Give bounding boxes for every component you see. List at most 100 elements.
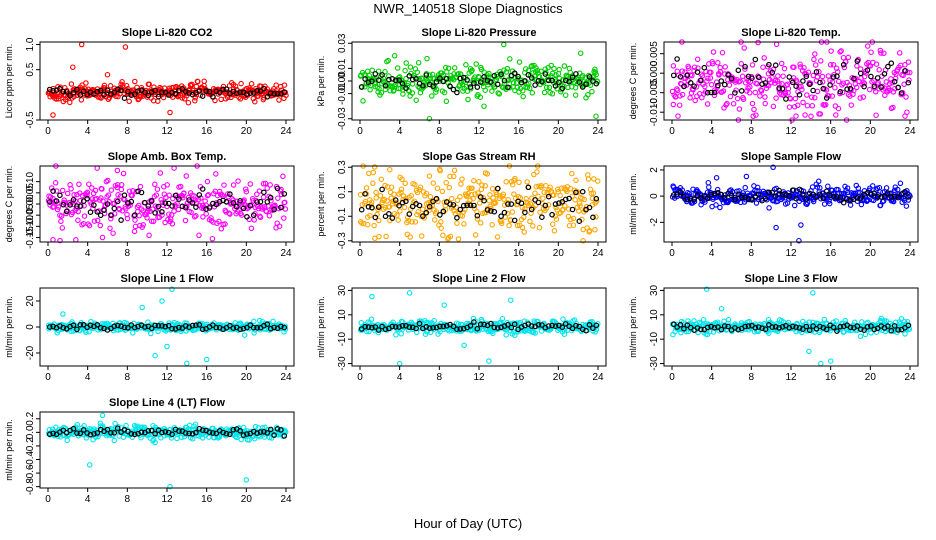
mean-point [834, 194, 840, 200]
mean-point [426, 203, 433, 210]
mean-point [905, 194, 912, 200]
mean-point [74, 326, 80, 333]
data-point [282, 199, 288, 206]
mean-point [868, 73, 874, 80]
data-point [469, 185, 475, 192]
mean-point [902, 68, 908, 74]
data-point-outlier [426, 115, 433, 122]
data-point [476, 179, 482, 185]
x-tick-label: 4 [397, 372, 403, 383]
data-point [101, 82, 108, 89]
data-point [200, 214, 206, 220]
data-point [814, 74, 821, 80]
mean-point [528, 206, 535, 213]
data-point [89, 185, 95, 191]
data-point [720, 88, 727, 94]
data-point [709, 60, 716, 67]
data-point [489, 222, 495, 228]
mean-point [162, 89, 169, 96]
data-point [717, 204, 723, 211]
data-point [814, 88, 821, 95]
data-point [204, 178, 211, 185]
data-point [403, 195, 409, 202]
data-point [738, 61, 745, 67]
mean-point [382, 83, 389, 89]
mean-point [552, 201, 559, 207]
y-tick-label: -20 [25, 345, 36, 360]
mean-point [535, 199, 542, 206]
mean-point [365, 79, 372, 86]
data-point [479, 182, 485, 188]
mean-point [227, 191, 233, 197]
data-point [534, 169, 540, 175]
mean-point [271, 206, 277, 213]
data-point [524, 179, 530, 185]
mean-point [776, 187, 782, 194]
mean-point [704, 195, 711, 202]
data-point [494, 234, 501, 240]
data-point [740, 96, 747, 103]
mean-point [213, 324, 220, 331]
data-point [438, 225, 444, 231]
data-point-outlier [580, 238, 586, 244]
data-point [879, 198, 886, 205]
mean-point [895, 194, 901, 201]
mean-point [579, 188, 586, 195]
data-point [847, 202, 854, 208]
data-point [692, 97, 698, 104]
data-point [118, 182, 125, 188]
mean-point [176, 196, 182, 202]
data-point [506, 222, 512, 229]
data-point [159, 212, 165, 218]
data-point [504, 65, 511, 72]
data-point [716, 72, 722, 78]
data-point [388, 184, 395, 190]
y-tick-label: 0.000 [649, 60, 660, 85]
mean-point [691, 196, 697, 203]
x-tick-label: 20 [241, 372, 253, 383]
data-point [702, 83, 708, 90]
mean-point [477, 79, 484, 85]
data-point-outlier [501, 41, 507, 48]
data-point [458, 181, 464, 187]
data-point [873, 112, 879, 118]
data-point [754, 81, 760, 87]
data-point [463, 62, 469, 68]
data-point [809, 103, 816, 109]
x-tick-label: 20 [241, 126, 253, 137]
mean-point [755, 191, 762, 198]
data-point [409, 90, 416, 96]
y-axis-label: ml/min per min. [4, 419, 14, 481]
data-point [223, 209, 229, 215]
mean-point [176, 324, 182, 331]
data-point [873, 61, 880, 67]
mean-point [94, 321, 101, 328]
mean-point [274, 91, 281, 97]
data-point [529, 62, 535, 69]
mean-point [742, 63, 748, 70]
data-point [853, 84, 860, 91]
data-point [522, 66, 529, 72]
mean-point [732, 90, 738, 96]
data-point [734, 188, 740, 194]
data-point [100, 198, 106, 204]
mean-point [494, 81, 501, 88]
data-point [108, 215, 114, 222]
data-point [446, 184, 453, 191]
mean-point [264, 94, 271, 100]
data-point [818, 58, 824, 64]
mean-point [549, 77, 555, 84]
data-point [243, 188, 250, 195]
data-point [408, 193, 414, 199]
data-point [739, 73, 746, 80]
x-tick-label: 16 [825, 372, 837, 383]
data-point [477, 94, 484, 100]
mean-point [491, 72, 498, 79]
data-point [812, 95, 818, 101]
mean-point [97, 324, 104, 331]
data-point [705, 75, 711, 82]
data-point [907, 69, 913, 76]
data-point [281, 215, 287, 221]
data-point [492, 200, 499, 206]
data-point [896, 50, 903, 56]
